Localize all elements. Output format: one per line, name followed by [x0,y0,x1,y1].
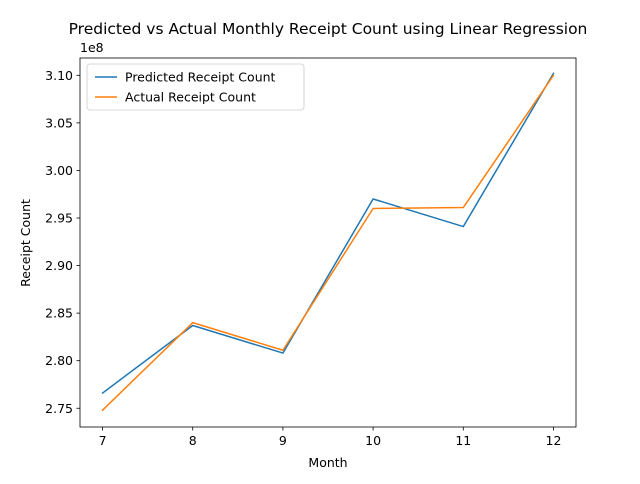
x-tick-label: 9 [279,433,287,448]
axes-frame [79,57,577,428]
legend-label-predicted: Predicted Receipt Count [125,70,276,85]
y-tick-label: 3.05 [45,115,73,130]
x-tick-label: 10 [365,433,381,448]
x-tick-label: 12 [546,433,562,448]
y-tick-label: 2.85 [45,306,73,321]
y-tick-label: 3.00 [45,163,73,178]
y-axis-label: Receipt Count [18,199,33,287]
chart-title: Predicted vs Actual Monthly Receipt Coun… [69,20,588,38]
y-tick-label: 2.75 [45,401,73,416]
y-tick-label: 3.10 [45,68,73,83]
y-tick-label: 2.95 [45,211,73,226]
series-line-actual [101,74,555,412]
y-tick-label: 2.90 [45,258,73,273]
x-tick-label: 7 [99,433,107,448]
x-tick-label: 11 [455,433,471,448]
x-axis-label: Month [308,455,347,470]
plot-area: 7 8 9 10 11 12 2.75 2.80 2.85 2.90 2.95 3.00 3.05 3.1… [45,57,577,448]
legend: Predicted Receipt Count Actual Receipt Co… [86,63,305,111]
legend-label-actual: Actual Receipt Count [125,90,256,105]
y-tick-label: 2.80 [45,353,73,368]
legend-frame [86,63,305,111]
x-tick-label: 8 [189,433,197,448]
y-axis-offset-label: 1e8 [80,40,104,55]
